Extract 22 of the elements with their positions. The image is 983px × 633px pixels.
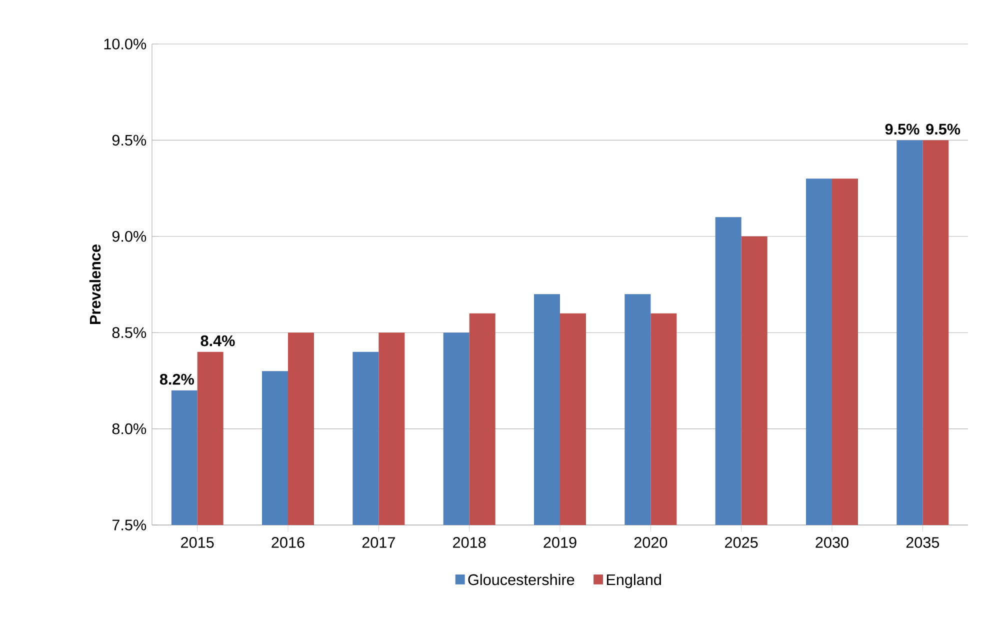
data-label: 8.4% (200, 335, 235, 346)
x-tick-label: 2019 (544, 537, 576, 548)
y-tick-label: 9.0% (112, 230, 146, 242)
y-tick-label: 7.5% (112, 520, 146, 530)
x-tick-label: 2016 (272, 537, 304, 548)
data-label: 9.5% (926, 124, 960, 135)
x-tick-label: 2030 (816, 537, 848, 548)
x-tick-label: 2035 (906, 537, 940, 548)
y-tick-label: 9.5% (112, 134, 146, 146)
legend-label: Gloucestershire (468, 574, 574, 586)
y-axis-title: Prevalence (89, 244, 101, 324)
data-label: 9.5% (885, 124, 920, 135)
x-tick-label: 2020 (634, 537, 668, 548)
x-tick-label: 2015 (181, 537, 214, 548)
y-tick-label: 8.5% (112, 327, 146, 338)
data-label: 8.2% (160, 374, 194, 385)
y-tick-label: 10.0% (104, 38, 146, 50)
x-tick-label: 2025 (725, 537, 758, 548)
x-tick-label: 2018 (453, 537, 486, 548)
x-tick-label: 2017 (362, 537, 395, 548)
y-tick-label: 8.0% (112, 423, 146, 434)
legend-label: England (606, 574, 661, 588)
